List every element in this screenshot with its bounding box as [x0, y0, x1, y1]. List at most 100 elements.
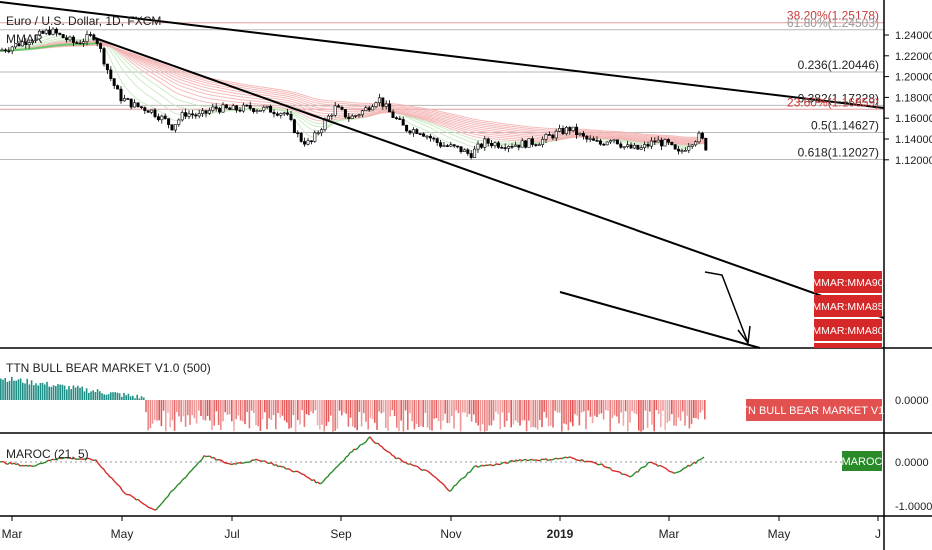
maroc-segment: [167, 492, 171, 497]
ttn-bar: [624, 400, 627, 412]
candle-body: [31, 40, 35, 43]
maroc-segment: [501, 461, 505, 464]
ttn-bar: [640, 400, 642, 432]
candle-body: [428, 135, 432, 139]
maroc-segment: [457, 479, 461, 483]
candle-body: [71, 36, 75, 43]
price-tick-label: 1.12000: [895, 155, 932, 167]
ttn-bar: [222, 400, 224, 422]
ttn-bar: [607, 400, 609, 411]
ttn-bar: [143, 397, 145, 400]
candle-body: [173, 124, 177, 131]
maroc-segment: [171, 488, 175, 492]
price-axis[interactable]: 1.24000 1.22000 1.20000 1.18000 1.16000 1.140…: [884, 30, 932, 167]
ttn-bar: [409, 400, 411, 414]
maroc-segment: [33, 464, 37, 467]
candle-body: [146, 110, 150, 113]
maroc-segment: [107, 474, 111, 478]
ttn-bar: [662, 400, 664, 411]
maroc-segment: [663, 466, 667, 470]
maroc-segment: [321, 480, 325, 484]
maroc-segment: [601, 463, 605, 468]
ttn-bar: [690, 400, 693, 424]
ttn-badge-label: TTN BULL BEAR MARKET V1.0: [735, 405, 894, 417]
candle-body: [27, 42, 31, 45]
maroc-segment: [447, 489, 451, 492]
candle-body: [313, 132, 317, 142]
candle-body: [187, 113, 191, 117]
maroc-segment: [97, 462, 101, 466]
ttn-bar: [275, 400, 277, 430]
candle-body: [619, 143, 623, 148]
maroc-segment: [401, 460, 405, 463]
ttn-bar: [618, 400, 620, 424]
ttn-bar: [6, 381, 9, 400]
maroc-segment: [693, 461, 697, 464]
candle-body: [204, 110, 208, 114]
ttn-bar: [239, 400, 242, 421]
maroc-segment: [163, 497, 167, 502]
maroc-title: MAROC (21, 5): [6, 447, 89, 461]
time-axis[interactable]: Mar May Jul Sep Nov 2019 Mar May J: [2, 516, 881, 541]
ttn-bar: [442, 400, 444, 421]
maroc-segment: [293, 470, 297, 473]
maroc-segment: [405, 462, 409, 465]
ttn-bar: [209, 400, 211, 421]
ttn-bar: [211, 400, 213, 431]
maroc-segment: [203, 455, 207, 458]
ttn-bar: [204, 400, 207, 421]
maroc-segment: [135, 498, 139, 501]
ttn-bar: [488, 400, 490, 426]
maroc-segment: [233, 462, 237, 465]
upper-trend-line[interactable]: [0, 1, 885, 109]
ttn-bar: [565, 400, 567, 425]
candle-body: [163, 115, 167, 119]
ttn-tick-label: 0.0000: [895, 395, 929, 407]
maroc-segment: [437, 479, 441, 483]
maroc-segment: [141, 502, 145, 505]
ttn-bar: [554, 400, 556, 411]
maroc-segment: [387, 451, 391, 454]
ttn-bar: [358, 400, 361, 413]
maroc-segment: [645, 462, 649, 467]
candle-body: [248, 105, 252, 109]
maroc-segment: [73, 457, 77, 460]
trend-lines[interactable]: [0, 1, 885, 349]
maroc-segment: [333, 467, 337, 471]
maroc-segment: [145, 504, 149, 508]
fib-label: 0.236(1.20446): [798, 58, 879, 72]
ttn-bar: [323, 400, 325, 432]
candle-body: [677, 148, 681, 152]
ttn-bar: [459, 400, 462, 432]
maroc-segment: [453, 484, 457, 487]
maroc-segment: [631, 473, 635, 477]
channel-bottom-line[interactable]: [559, 291, 761, 349]
maroc-segment: [609, 467, 613, 471]
candle-body: [534, 144, 538, 146]
ttn-bar: [101, 393, 103, 400]
maroc-segment: [13, 462, 17, 466]
ttn-bar: [514, 400, 517, 421]
candle-body: [575, 126, 579, 136]
maroc-segment: [235, 462, 239, 465]
candle-body: [17, 43, 21, 47]
badges: MMAR:MMA90 MMAR:MMA85 MMAR:MMA80 MMAR:MMA75: [812, 271, 884, 361]
maroc-segment: [187, 471, 191, 475]
candle-body: [520, 140, 524, 148]
candle-body: [405, 124, 409, 132]
maroc-segment: [303, 474, 307, 477]
ttn-bar: [187, 400, 189, 416]
maroc-segment: [69, 457, 73, 460]
maroc-segment: [43, 461, 47, 464]
maroc-segment: [681, 467, 685, 471]
ttn-bar: [176, 400, 178, 413]
ttn-bar: [290, 400, 292, 428]
maroc-badge: [842, 451, 882, 471]
maroc-segment: [551, 458, 555, 461]
maroc-segment: [373, 441, 377, 445]
projection-arrow[interactable]: [704, 271, 749, 344]
ttn-bar: [301, 400, 303, 411]
channel-top-line[interactable]: [94, 37, 885, 319]
maroc-segment: [411, 464, 415, 467]
